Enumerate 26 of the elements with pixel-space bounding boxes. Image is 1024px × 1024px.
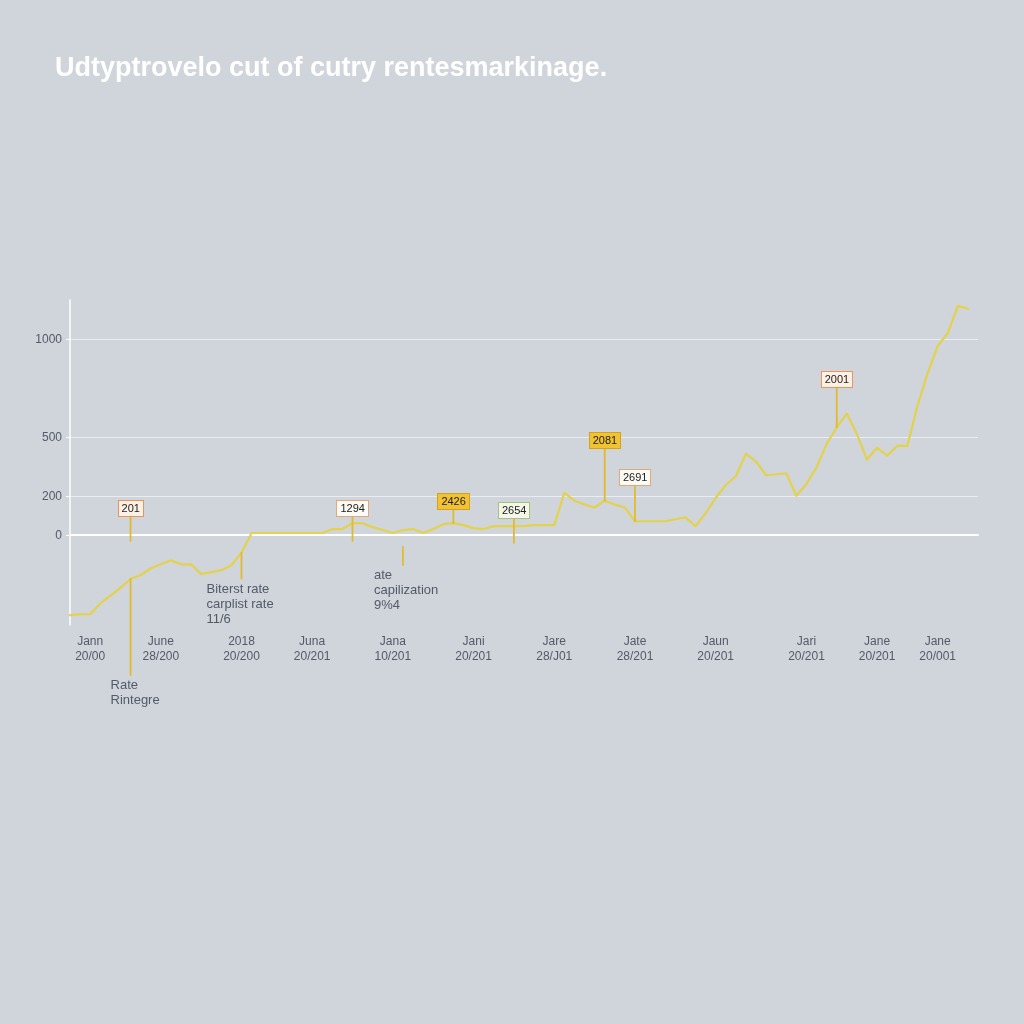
annotation: 2001 xyxy=(820,370,854,388)
y-tick-label: 1000 xyxy=(35,332,63,347)
y-tick-label: 200 xyxy=(41,488,63,503)
x-tick-label: 2018 20/200 xyxy=(223,633,261,663)
annotation: 2691 xyxy=(618,468,652,486)
x-tick-label: Juna 20/201 xyxy=(293,633,331,663)
x-tick-label: Jari 20/201 xyxy=(788,633,826,663)
y-tick-label: 0 xyxy=(55,527,63,542)
x-tick-label: Jate 28/201 xyxy=(616,633,654,663)
x-tick-label: June 28/200 xyxy=(142,633,180,663)
annotation: ate capilization 9%4 xyxy=(373,566,439,612)
y-tick-label: 500 xyxy=(41,430,63,445)
annotation: Biterst rate carplist rate 11/6 xyxy=(206,580,274,626)
x-tick-label: Jare 28/J01 xyxy=(536,633,573,663)
annotation: Rate Rintegre xyxy=(110,676,160,707)
x-tick-label: Jaun 20/201 xyxy=(697,633,735,663)
x-tick-label: Jann 20/00 xyxy=(75,633,106,663)
x-tick-label: Jane 20/201 xyxy=(858,633,896,663)
annotation: 2426 xyxy=(437,492,470,510)
x-tick-label: Jani 20/201 xyxy=(455,633,493,663)
annotation: 201 xyxy=(117,500,144,518)
x-tick-label: Jana 10/201 xyxy=(374,633,412,663)
annotation: 2081 xyxy=(588,432,622,450)
annotation: 2654 xyxy=(497,502,531,520)
x-tick-label: Jane 20/001 xyxy=(919,633,957,663)
annotation: 1294 xyxy=(336,500,369,518)
